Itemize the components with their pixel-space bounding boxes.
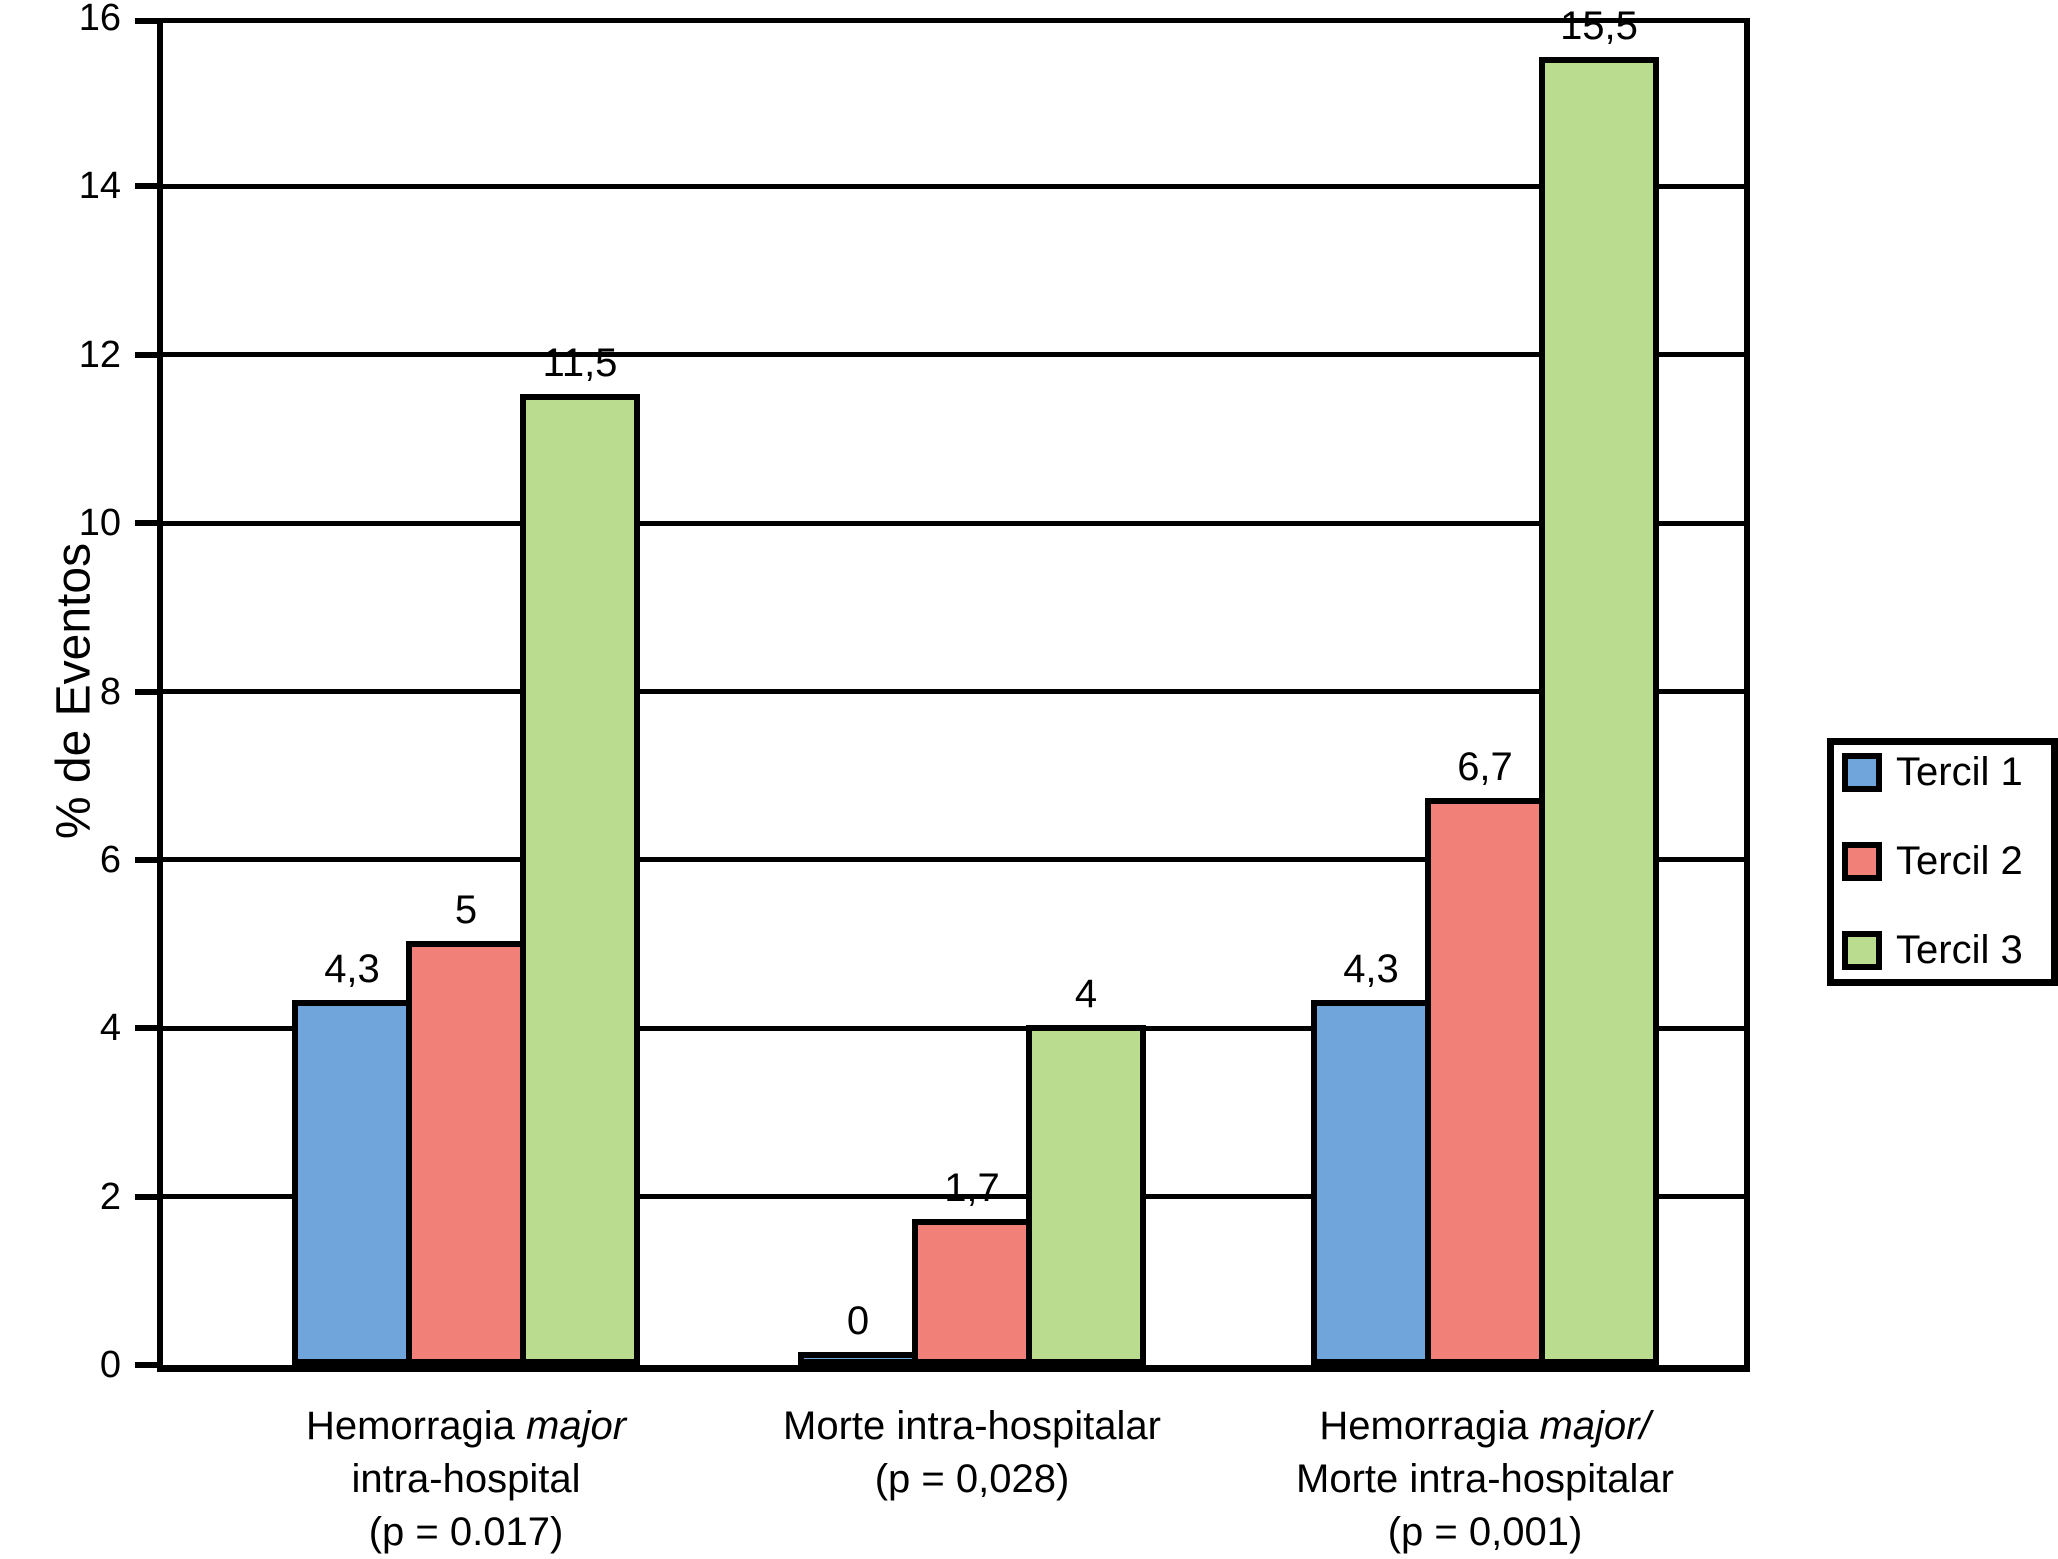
y-tick-2: [135, 1194, 157, 1200]
category-text: Hemorragia: [1319, 1404, 1540, 1448]
legend-item-tercil-2: Tercil 2: [1842, 839, 2023, 883]
bar-value-label: 5: [454, 888, 478, 932]
category-label-line: Morte intra-hospitalar: [652, 1400, 1292, 1453]
category-text: (p = 0,001): [1387, 1510, 1583, 1554]
y-tick-label-4: 4: [99, 1007, 121, 1049]
y-tick-14: [135, 183, 157, 189]
bar-tercil-2-group3: [1425, 798, 1545, 1365]
bar-tercil-1-group2: [798, 1352, 918, 1365]
category-text: Morte intra-hospitalar: [783, 1404, 1161, 1448]
gridline-16: [163, 18, 1744, 23]
bar-tercil-2-group1: [406, 941, 526, 1365]
y-tick-12: [135, 352, 157, 358]
category-label-3: Hemorragia major/Morte intra-hospitalar (…: [1165, 1400, 1805, 1559]
legend-item-tercil-3: Tercil 3: [1842, 928, 2023, 972]
bar-tercil-3-group2: [1026, 1025, 1146, 1365]
category-text: Hemorragia: [305, 1404, 527, 1448]
category-label-line: (p = 0,001): [1165, 1506, 1805, 1559]
y-tick-4: [135, 1025, 157, 1031]
gridline-14: [163, 184, 1744, 189]
bar-value-label: 15,5: [1560, 4, 1638, 48]
legend-item-label: Tercil 3: [1896, 928, 2023, 972]
legend-swatch: [1842, 931, 1882, 970]
bar-value-label: 6,7: [1457, 745, 1513, 789]
y-tick-8: [135, 689, 157, 695]
bar-tercil-2-group2: [912, 1219, 1032, 1365]
bar-value-label: 1,7: [944, 1166, 1000, 1210]
category-label-2: Morte intra-hospitalar (p = 0,028): [652, 1400, 1292, 1506]
bar-tercil-3-group1: [520, 394, 640, 1365]
bar-value-label: 0: [846, 1299, 870, 1343]
category-text: major: [526, 1404, 627, 1448]
gridline-6: [163, 857, 1744, 862]
category-label-line: Hemorragia major: [146, 1400, 786, 1453]
plot-area: 0 2 4 6 8 10 12 14 16 4,3 0 4,3 5 1,7 6,7 11,5 4 15,5: [79, 0, 1750, 1386]
category-label-1: Hemorragia major intra-hospital (p = 0.017…: [146, 1400, 786, 1559]
bar-tercil-3-group3: [1539, 57, 1659, 1365]
bar-value-label: 4,3: [1343, 947, 1399, 991]
bar-tercil-1-group3: [1311, 1000, 1431, 1365]
bar-value-label: 4,3: [324, 947, 380, 991]
category-text: intra-hospital: [351, 1457, 581, 1501]
bar-value-label: 4: [1074, 972, 1098, 1016]
category-text: (p = 0,028): [874, 1457, 1070, 1501]
y-tick-label-0: 0: [99, 1344, 121, 1386]
gridline-12: [163, 352, 1744, 357]
category-label-line: (p = 0,028): [652, 1453, 1292, 1506]
y-tick-label-14: 14: [78, 165, 121, 207]
y-tick-label-12: 12: [78, 334, 121, 376]
category-text: (p = 0.017): [368, 1510, 564, 1554]
gridline-8: [163, 689, 1744, 694]
bar-value-label: 11,5: [542, 341, 618, 385]
y-tick-label-10: 10: [78, 502, 121, 544]
legend-swatch: [1842, 753, 1882, 792]
gridline-2: [163, 1194, 1744, 1199]
y-tick-label-8: 8: [99, 671, 121, 713]
y-tick-6: [135, 857, 157, 863]
gridline-4: [163, 1026, 1744, 1031]
category-label-line: Morte intra-hospitalar: [1165, 1453, 1805, 1506]
category-label-line: Hemorragia major/: [1165, 1400, 1805, 1453]
y-tick-16: [135, 18, 157, 24]
category-label-line: (p = 0.017): [146, 1506, 786, 1559]
y-tick-label-6: 6: [99, 839, 121, 881]
bar-tercil-1-group1: [292, 1000, 412, 1365]
y-tick-10: [135, 520, 157, 526]
category-label-line: intra-hospital: [146, 1453, 786, 1506]
legend-item-label: Tercil 2: [1896, 839, 2023, 883]
y-tick-label-2: 2: [99, 1176, 121, 1218]
legend-swatch: [1842, 842, 1882, 881]
legend-item-tercil-1: Tercil 1: [1842, 750, 2023, 794]
y-tick-0: [135, 1362, 157, 1368]
legend: Tercil 1 Tercil 2 Tercil 3: [1827, 738, 2058, 986]
y-tick-label-16: 16: [78, 0, 121, 39]
gridline-10: [163, 521, 1744, 526]
category-text: Morte intra-hospitalar: [1296, 1457, 1674, 1501]
category-text: major/: [1539, 1404, 1651, 1448]
legend-item-label: Tercil 1: [1896, 750, 2023, 794]
